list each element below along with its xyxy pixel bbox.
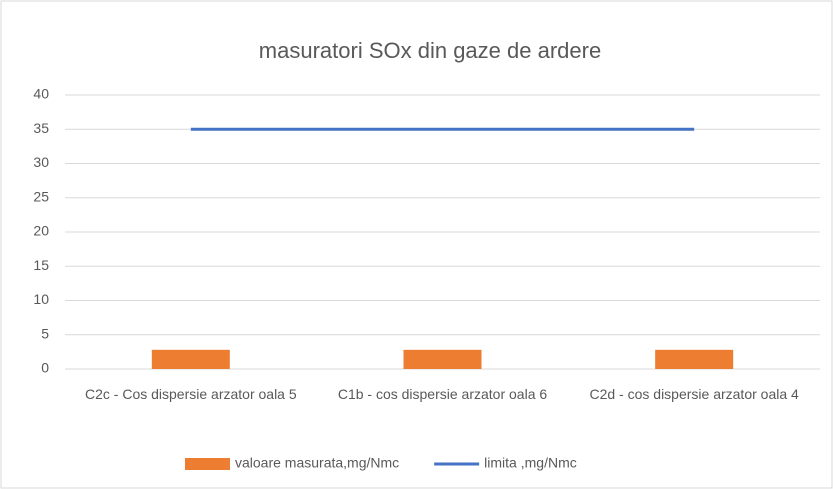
y-tick-label: 20 (33, 223, 49, 239)
x-tick-label: C2c - Cos dispersie arzator oala 5 (85, 386, 297, 402)
y-tick-label: 10 (33, 291, 49, 307)
y-tick-label: 40 (33, 86, 49, 102)
x-tick-label: C2d - cos dispersie arzator oala 4 (589, 386, 799, 402)
legend-label: valoare masurata,mg/Nmc (235, 455, 399, 471)
legend-swatch (185, 458, 230, 470)
bar (151, 349, 230, 369)
chart-title: masuratori SOx din gaze de ardere (259, 38, 601, 63)
bar (403, 349, 482, 369)
y-tick-label: 5 (41, 325, 49, 341)
x-tick-label: C1b - cos dispersie arzator oala 6 (337, 386, 548, 402)
y-tick-label: 25 (33, 188, 49, 204)
bar (655, 349, 734, 369)
y-tick-label: 35 (33, 120, 49, 136)
y-tick-label: 30 (33, 154, 49, 170)
legend-label: limita ,mg/Nmc (484, 455, 577, 471)
y-tick-label: 15 (33, 257, 49, 273)
y-tick-label: 0 (41, 360, 49, 376)
